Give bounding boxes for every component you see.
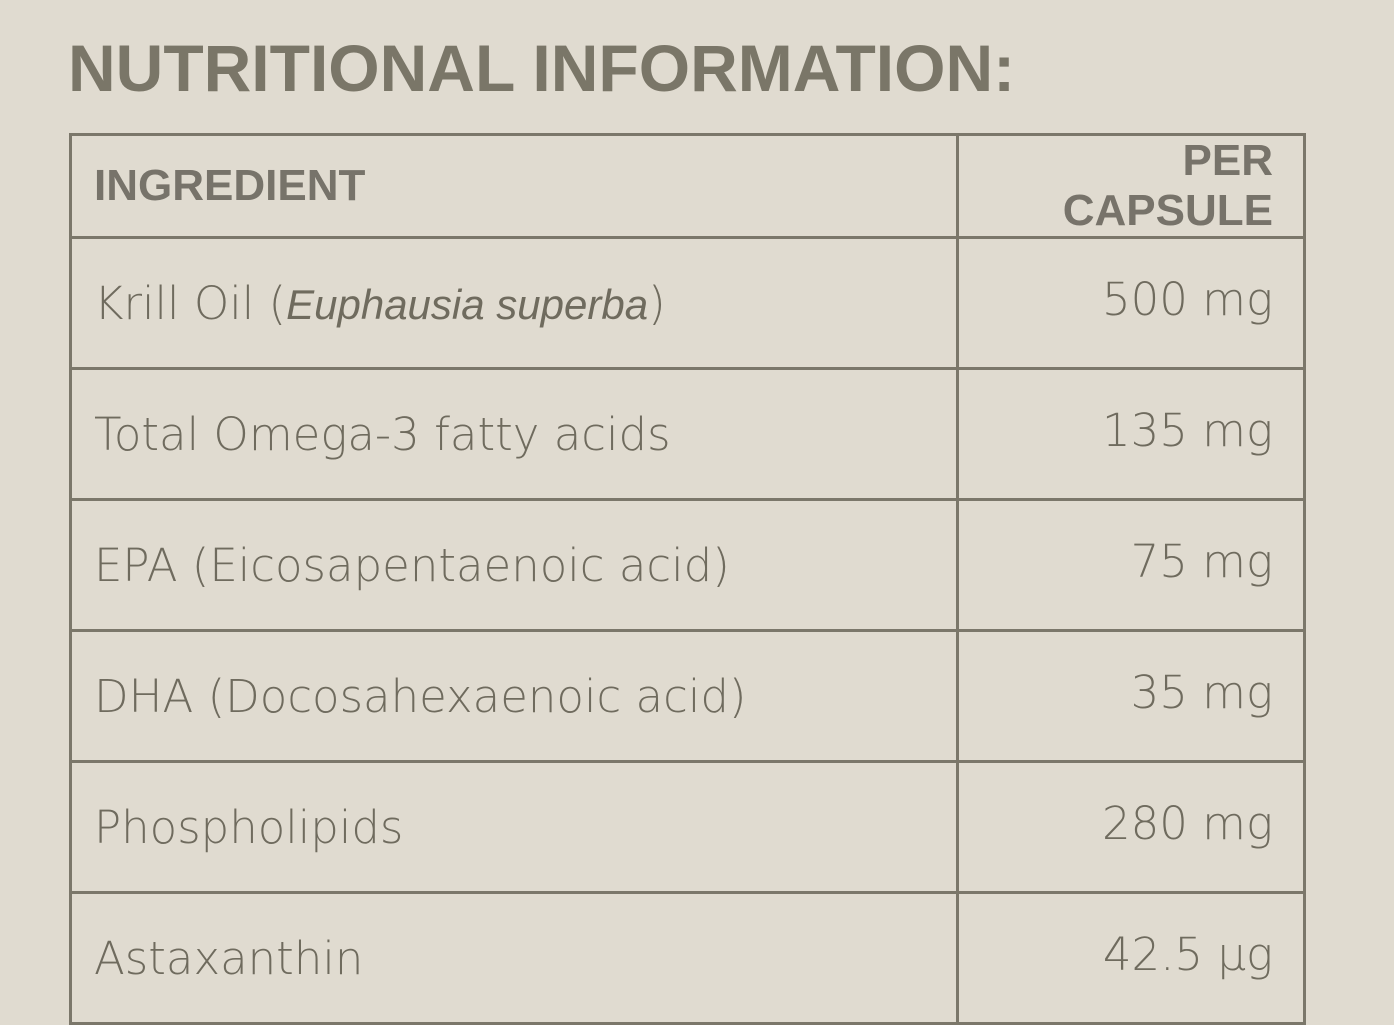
amount-cell: 42.5 µg [956, 891, 1306, 1025]
table-row: Krill Oil (Euphausia superba) 500 mg [69, 236, 1306, 370]
ingredient-text: Krill Oil ( [94, 276, 287, 330]
amount-cell: 35 mg [956, 629, 1306, 763]
table-row: Phospholipids 280 mg [69, 760, 1306, 894]
table-body: Krill Oil (Euphausia superba) 500 mg Total… [69, 236, 1306, 1025]
table-head: INGREDIENT PER CAPSULE [69, 133, 1306, 239]
ingredient-text: Total Omega-3 fatty acids [94, 407, 671, 461]
ingredient-cell: DHA (Docosahexaenoic acid) [69, 629, 959, 763]
table-row: EPA (Eicosapentaenoic acid) 75 mg [69, 498, 1306, 632]
title: NUTRITIONAL INFORMATION: [68, 31, 1016, 105]
ingredient-cell: Astaxanthin [69, 891, 959, 1025]
ingredient-text: Astaxanthin [94, 931, 364, 985]
table-row: Astaxanthin 42.5 µg [69, 891, 1306, 1025]
header-row: INGREDIENT PER CAPSULE [69, 133, 1306, 239]
ingredient-cell: Krill Oil (Euphausia superba) [69, 236, 959, 370]
table-row: DHA (Docosahexaenoic acid) 35 mg [69, 629, 1306, 763]
amount-cell: 500 mg [956, 236, 1306, 370]
ingredient-cell: Phospholipids [69, 760, 959, 894]
ingredient-text: EPA (Eicosapentaenoic acid) [94, 538, 730, 592]
ingredient-text: DHA (Docosahexaenoic acid) [94, 669, 747, 723]
ingredient-cell: Total Omega-3 fatty acids [69, 367, 959, 501]
ingredient-text: ) [648, 276, 666, 330]
amount-cell: 135 mg [956, 367, 1306, 501]
latin-name: Euphausia superba [286, 280, 649, 328]
amount-cell: 75 mg [956, 498, 1306, 632]
column-header: PER CAPSULE [956, 133, 1306, 239]
column-header: INGREDIENT [69, 133, 959, 239]
ingredient-cell: EPA (Eicosapentaenoic acid) [69, 498, 959, 632]
table-row: Total Omega-3 fatty acids 135 mg [69, 367, 1306, 501]
nutrition-table: INGREDIENT PER CAPSULE Krill Oil (Euphau… [69, 133, 1306, 1025]
ingredient-text: Phospholipids [94, 800, 404, 854]
amount-cell: 280 mg [956, 760, 1306, 894]
